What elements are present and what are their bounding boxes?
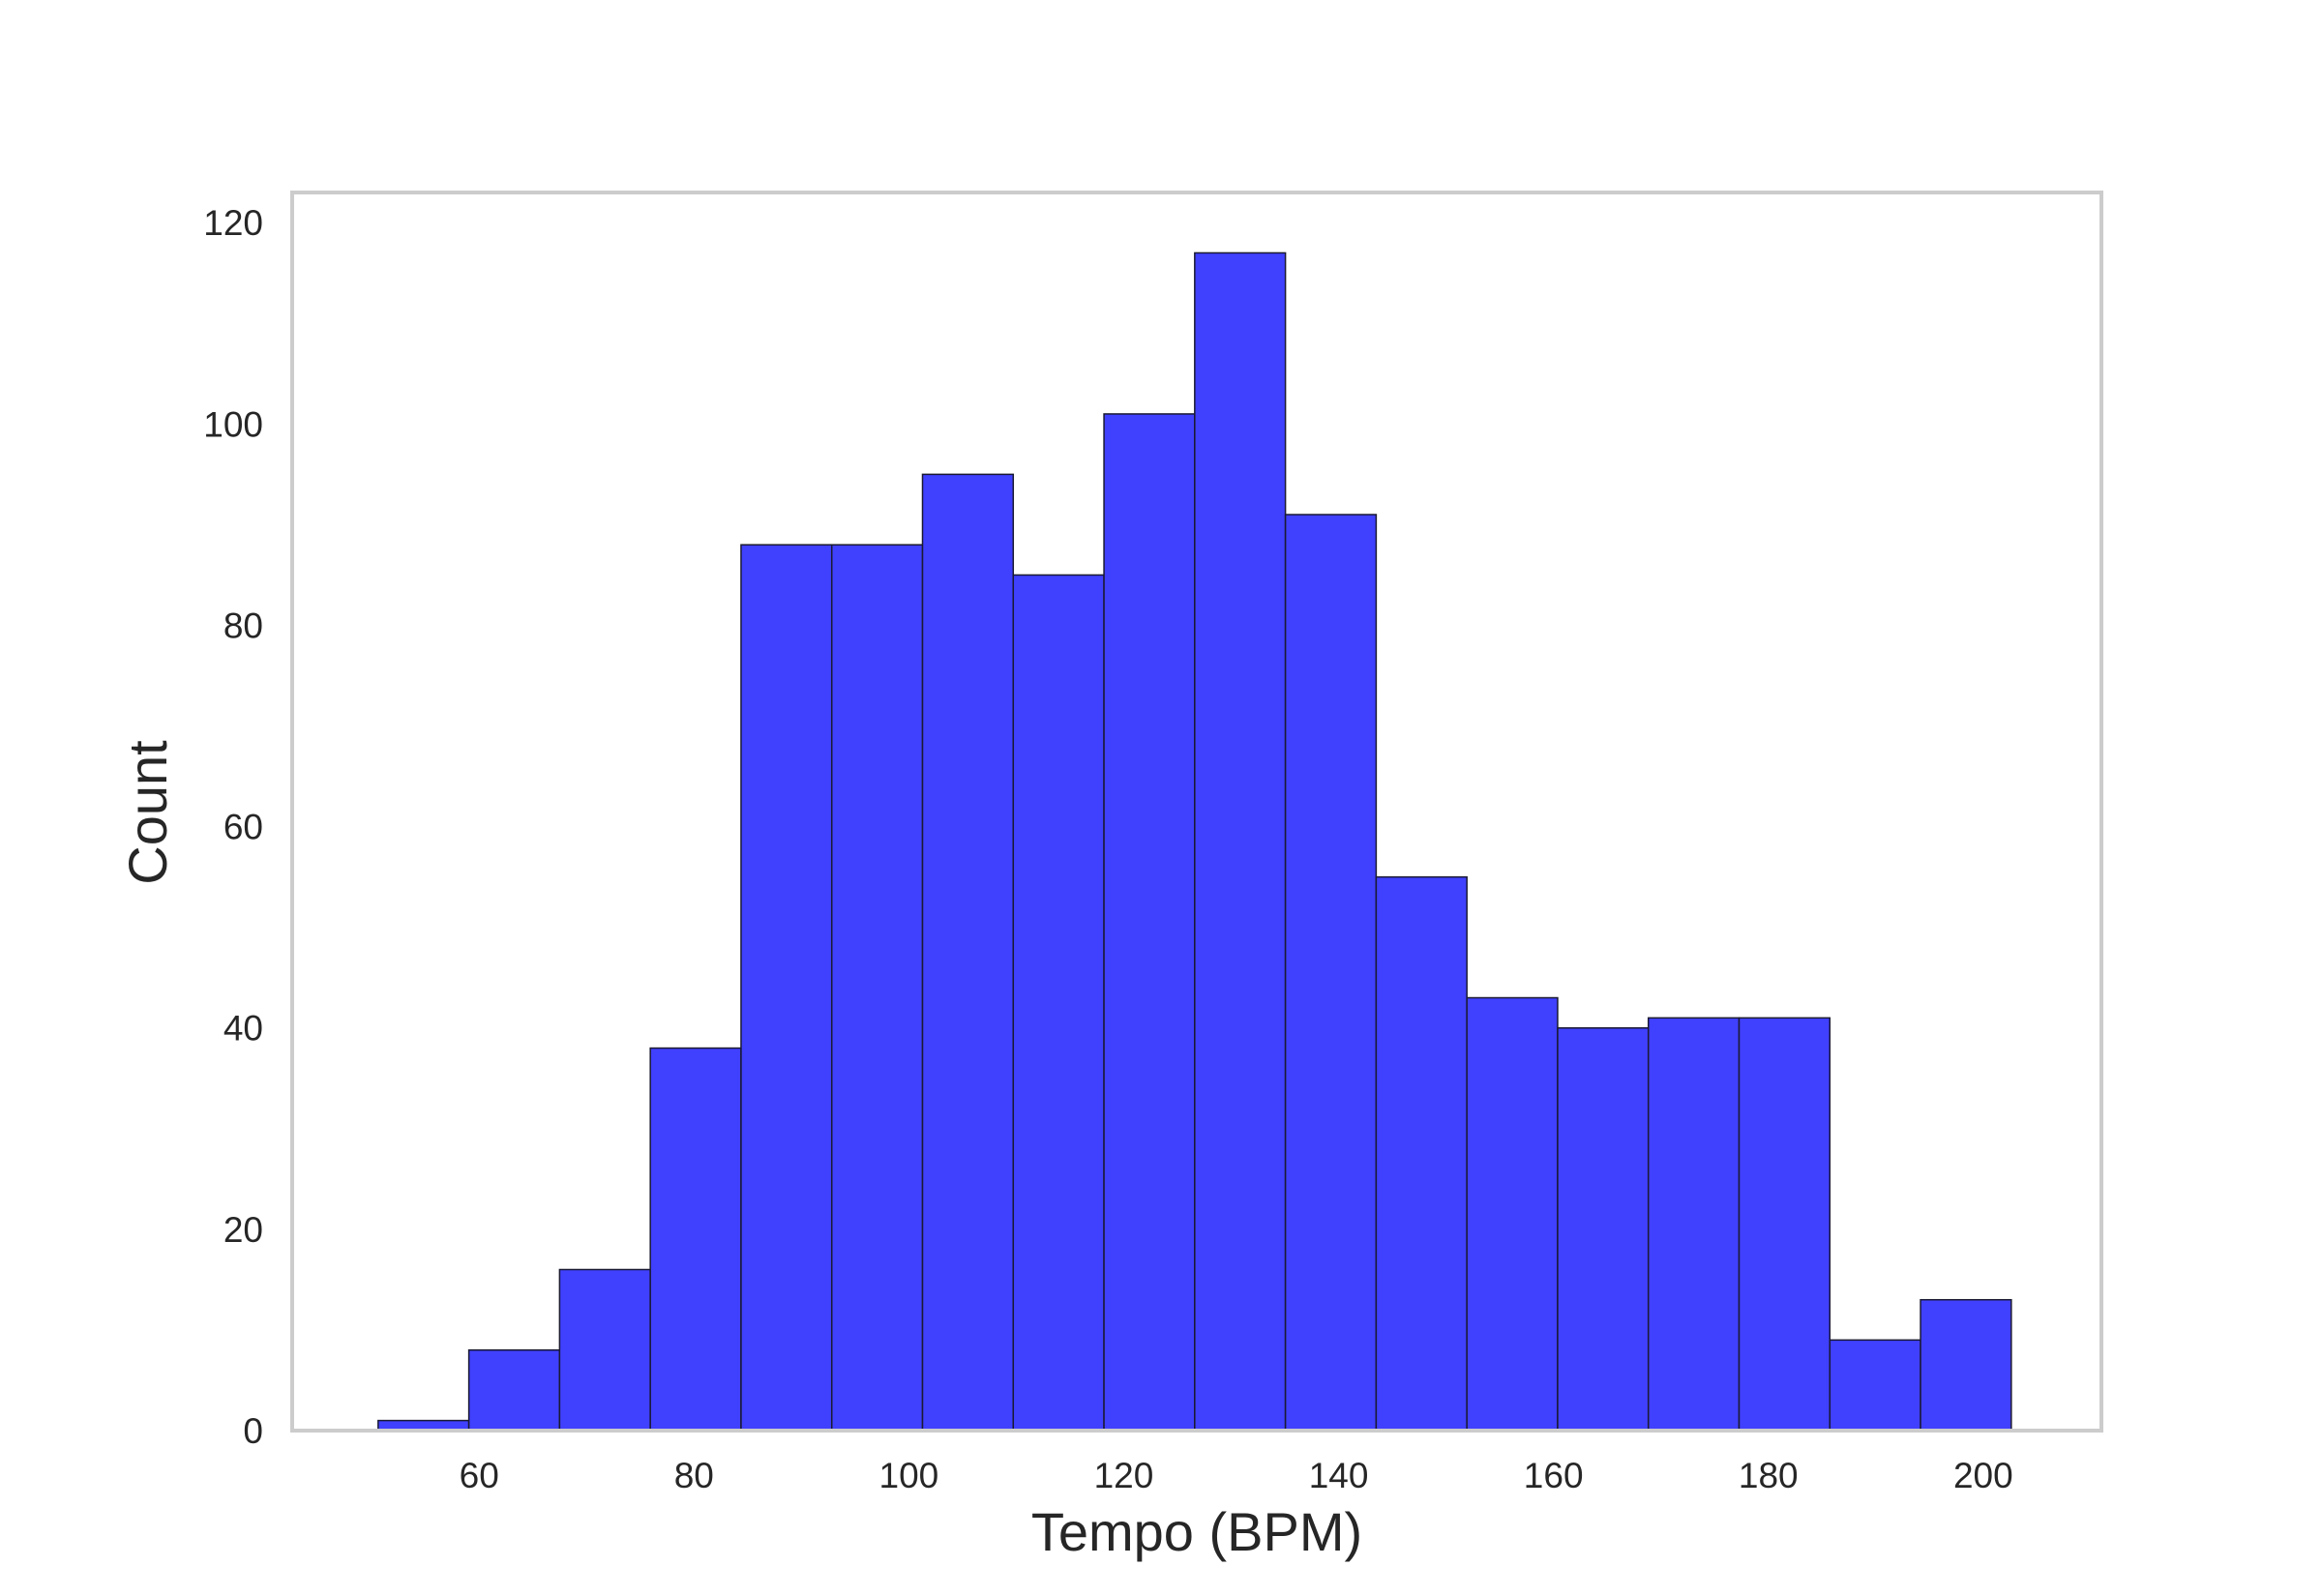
y-tick-label: 0 [243,1411,263,1451]
histogram-bar [1647,1017,1741,1432]
x-tick-label: 160 [1524,1456,1584,1495]
x-tick-label: 120 [1094,1456,1154,1495]
histogram-bar [467,1349,561,1432]
y-tick-label: 60 [223,808,263,847]
histogram-bar [1466,996,1559,1432]
histogram-bar [1920,1298,2012,1432]
histogram-bar [830,544,924,1432]
y-axis-label: Count [117,740,178,885]
x-tick-label: 80 [674,1456,714,1495]
histogram-bar [921,473,1015,1432]
histogram-bar [1375,875,1468,1432]
x-axis-label: Tempo (BPM) [1031,1501,1362,1562]
histogram-bar [649,1047,742,1432]
x-tick-label: 140 [1309,1456,1369,1495]
x-tick-labels: 60 80 100 120 140 160 180 200 [460,1456,2013,1495]
bars-group [377,251,2012,1432]
histogram-bar [1557,1026,1650,1432]
histogram-bar [740,544,833,1432]
histogram-bar [1194,251,1287,1432]
histogram-bar [1738,1017,1831,1432]
y-tick-label: 120 [203,203,263,243]
histogram-bar [1103,413,1196,1432]
y-tick-label: 80 [223,606,263,645]
x-tick-label: 200 [1953,1456,2013,1495]
y-tick-label: 40 [223,1009,263,1049]
y-tick-label: 20 [223,1210,263,1250]
plot-frame [290,191,2103,1433]
histogram-bar [1829,1339,1921,1432]
x-tick-label: 60 [460,1456,499,1495]
histogram-bar [1284,514,1378,1432]
y-tick-labels: 0 20 40 60 80 100 120 [203,203,263,1451]
x-tick-label: 180 [1739,1456,1799,1495]
x-tick-label: 100 [879,1456,939,1495]
histogram-bar [1012,574,1105,1432]
y-tick-label: 100 [203,404,263,444]
histogram-bar [558,1268,651,1432]
